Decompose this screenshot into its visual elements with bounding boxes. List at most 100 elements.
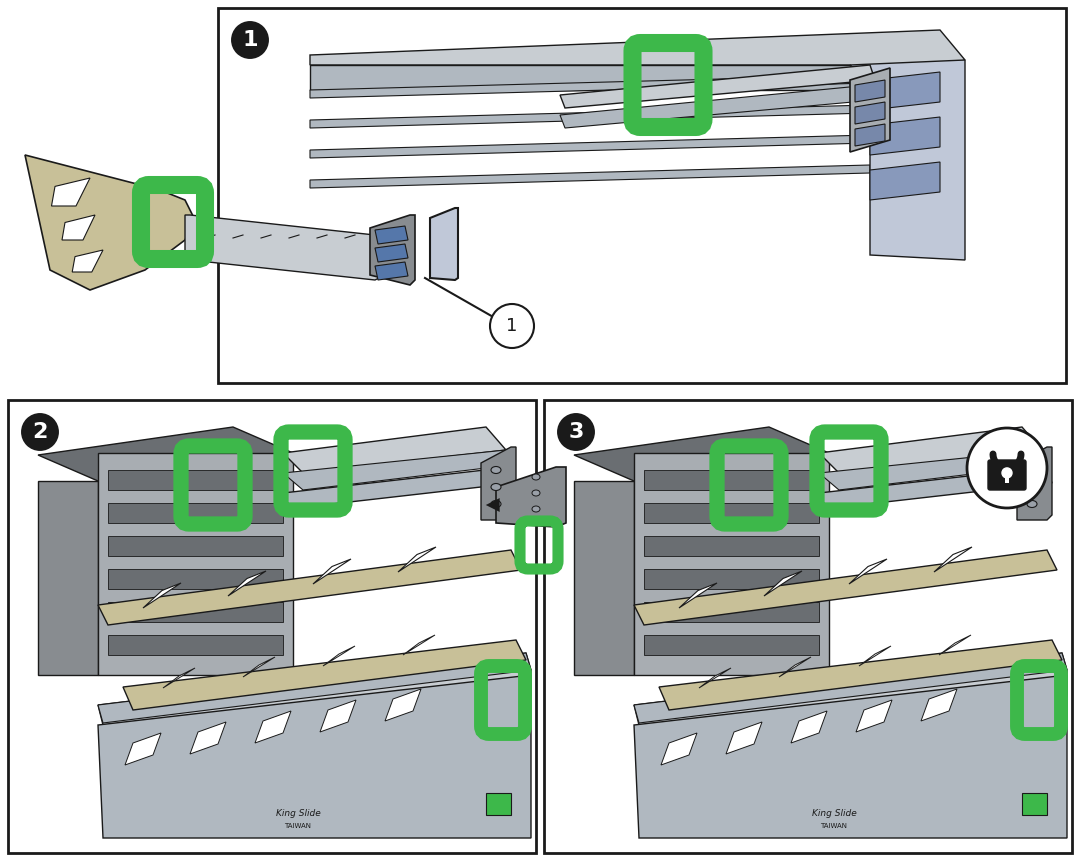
Polygon shape [819,467,1052,509]
Text: 1: 1 [242,30,258,50]
Polygon shape [855,124,885,146]
Polygon shape [52,178,90,206]
Circle shape [1002,468,1012,478]
Polygon shape [98,675,531,838]
Polygon shape [870,117,940,155]
Polygon shape [481,447,516,520]
Polygon shape [255,711,291,743]
Polygon shape [764,571,802,596]
Polygon shape [313,559,351,584]
Polygon shape [634,453,829,675]
Polygon shape [430,208,458,280]
Polygon shape [283,450,511,490]
Bar [108,536,283,556]
Polygon shape [661,733,697,765]
Polygon shape [310,30,966,85]
Polygon shape [310,105,870,128]
Ellipse shape [532,474,540,480]
Polygon shape [310,75,870,98]
Polygon shape [283,467,516,509]
Bar [644,470,819,490]
Polygon shape [634,653,1067,723]
Polygon shape [850,60,966,260]
Polygon shape [98,653,531,723]
Polygon shape [634,653,1067,725]
Bar [108,569,283,589]
Circle shape [230,20,270,60]
Polygon shape [384,689,421,721]
Bar [644,602,819,622]
Polygon shape [573,427,829,481]
Polygon shape [403,635,435,655]
Polygon shape [561,85,875,128]
Polygon shape [561,65,875,108]
Polygon shape [496,467,566,527]
Polygon shape [243,657,275,677]
Polygon shape [125,733,161,765]
Text: 1: 1 [507,317,517,335]
Polygon shape [228,571,266,596]
Polygon shape [399,547,436,572]
Polygon shape [98,453,293,675]
Polygon shape [370,215,415,285]
Polygon shape [38,427,293,481]
Polygon shape [320,700,356,732]
Circle shape [21,412,60,452]
Polygon shape [855,80,885,102]
Bar [644,569,819,589]
Circle shape [556,412,596,452]
Polygon shape [1017,447,1052,520]
Polygon shape [323,646,355,666]
Polygon shape [310,65,850,90]
Bar [644,503,819,523]
Polygon shape [38,481,98,675]
Bar [1005,473,1009,483]
Polygon shape [779,657,811,677]
Polygon shape [190,722,226,754]
Polygon shape [870,162,940,200]
Ellipse shape [1027,500,1037,507]
Bar [8,400,536,853]
Ellipse shape [1027,484,1037,491]
Polygon shape [819,427,1042,473]
Text: TAIWAN: TAIWAN [821,823,848,829]
Polygon shape [634,675,1067,838]
Bar [1022,793,1047,815]
Ellipse shape [532,490,540,496]
Polygon shape [143,583,181,608]
Polygon shape [870,72,940,110]
Text: King Slide: King Slide [275,808,321,817]
Polygon shape [62,215,95,240]
Polygon shape [855,102,885,124]
Polygon shape [791,711,827,743]
Polygon shape [934,547,972,572]
Polygon shape [921,689,957,721]
Bar [108,602,283,622]
Ellipse shape [491,467,501,474]
Polygon shape [375,226,408,244]
Polygon shape [850,68,890,152]
Polygon shape [310,135,870,158]
Ellipse shape [1027,467,1037,474]
Text: 3: 3 [568,422,583,442]
Polygon shape [98,550,521,625]
Polygon shape [72,250,103,272]
FancyBboxPatch shape [988,460,1026,490]
Polygon shape [283,427,507,473]
Bar [486,793,511,815]
Ellipse shape [491,500,501,507]
Polygon shape [163,668,195,688]
Polygon shape [849,559,887,584]
Bar [108,470,283,490]
Polygon shape [123,640,526,710]
Polygon shape [375,262,408,280]
Polygon shape [25,155,195,290]
Polygon shape [939,635,971,655]
Bar [108,635,283,655]
Text: King Slide: King Slide [811,808,856,817]
Bar [644,635,819,655]
Polygon shape [819,450,1047,490]
Polygon shape [726,722,762,754]
Circle shape [967,428,1047,508]
Polygon shape [634,550,1057,625]
